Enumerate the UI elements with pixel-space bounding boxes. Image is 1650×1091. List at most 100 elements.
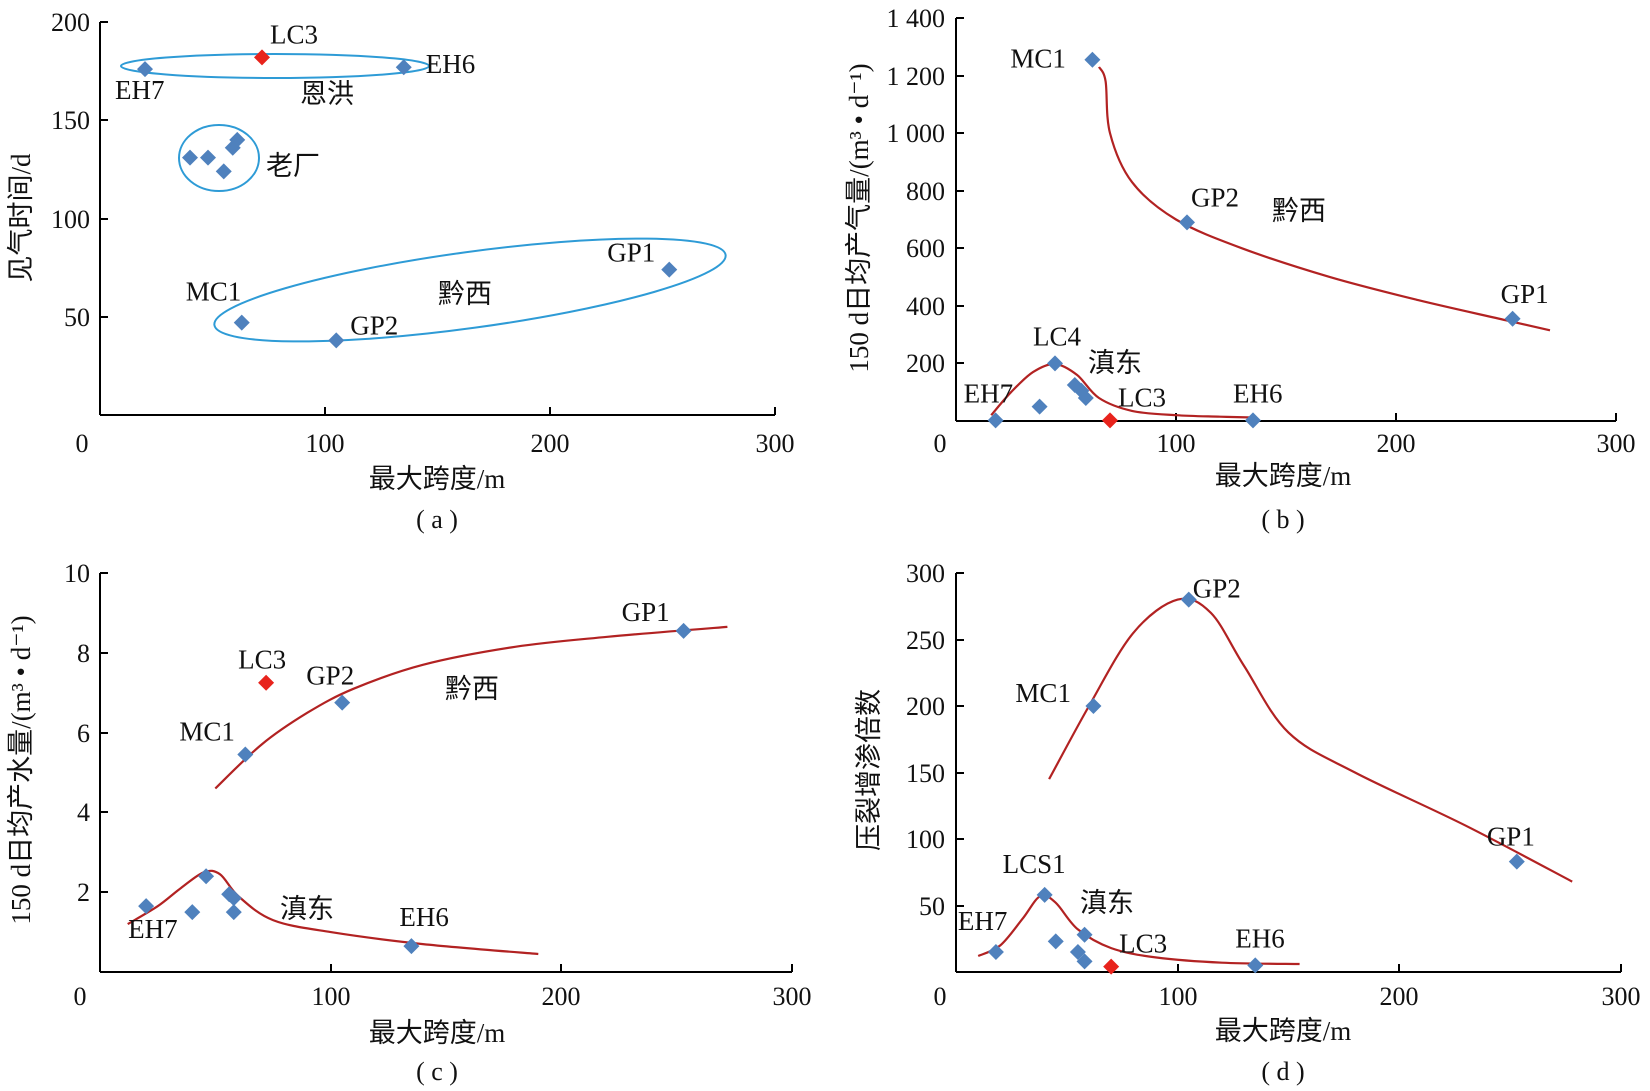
- y-axis-label: 150 d日均产水量/(m³ • d⁻¹): [6, 615, 36, 924]
- x-axis-label: 最大跨度/m: [369, 1018, 506, 1048]
- group-label: 老厂: [266, 151, 320, 181]
- y-tick-label: 100: [906, 825, 945, 854]
- group-label: 滇东: [1088, 348, 1142, 378]
- y-tick-label: 200: [51, 8, 90, 37]
- x-tick-label: 0: [76, 429, 89, 458]
- data-point-marker: [184, 904, 201, 921]
- chart-panel-c: 10 8 6 4 2 0 100 200 300 最大跨度/m 150 d日均产…: [6, 559, 812, 1086]
- y-tick-label: 200: [906, 349, 945, 378]
- data-point-marker: [237, 746, 254, 763]
- point-label: EH7: [958, 906, 1008, 936]
- fits-b: [990, 66, 1551, 419]
- x-tick-label: 100: [1157, 429, 1196, 458]
- data-point-marker: [675, 622, 692, 639]
- x-tick-label: 200: [1380, 982, 1419, 1011]
- y-tick-label: 1 000: [887, 119, 946, 148]
- data-point-marker: [1077, 389, 1094, 406]
- point-label: GP1: [1501, 279, 1549, 309]
- data-point-marker: [395, 59, 412, 76]
- x-tick-label: 100: [312, 982, 351, 1011]
- data-point-marker: [987, 944, 1004, 961]
- group-ellipse-laochang: [178, 124, 260, 192]
- point-label: LC3: [270, 19, 318, 49]
- group-label: 滇东: [1080, 888, 1134, 918]
- point-label: MC1: [1015, 678, 1071, 708]
- point-label: LC3: [1119, 929, 1167, 959]
- y-axis-label: 150 d日均产气量/(m³ • d⁻¹): [844, 63, 874, 372]
- point-label: GP2: [1193, 574, 1241, 604]
- y-tick-label: 600: [906, 234, 945, 263]
- axes-b: [955, 17, 1617, 422]
- y-tick-label: 150: [51, 106, 90, 135]
- x-tick-label: 0: [934, 982, 947, 1011]
- points-b: EH7 LC4 LC3 EH6 MC1 GP2 GP1: [964, 44, 1549, 429]
- data-point-marker: [215, 163, 232, 180]
- group-label: 黔西: [438, 279, 492, 309]
- x-tick-label: 100: [306, 429, 345, 458]
- trend-curve: [1048, 597, 1573, 883]
- point-label: EH6: [1235, 923, 1285, 953]
- group-ellipse-enhong: [120, 53, 430, 79]
- y-tick-label: 1 400: [887, 4, 946, 33]
- data-point-marker: [334, 694, 351, 711]
- point-label: LC3: [238, 645, 286, 675]
- axes-a: [99, 21, 776, 416]
- data-point-marker: [1179, 214, 1195, 231]
- x-axis-label: 最大跨度/m: [369, 464, 506, 494]
- data-point-marker: [229, 131, 246, 148]
- points-c: EH7 EH6 LC3 MC1 GP2 GP1: [128, 597, 692, 955]
- data-point-marker: [1036, 886, 1053, 903]
- group-label: 恩洪: [300, 79, 354, 109]
- point-label: LC3: [1118, 382, 1166, 412]
- x-tick-label: 200: [531, 429, 570, 458]
- y-tick-label: 800: [906, 177, 945, 206]
- y-tick-label: 150: [906, 759, 945, 788]
- data-point-marker: [198, 868, 215, 885]
- point-label: EH7: [128, 914, 178, 944]
- fits-d: [977, 597, 1573, 966]
- panel-caption: ( d ): [1261, 1057, 1304, 1086]
- point-label: MC1: [1010, 44, 1066, 74]
- chart-panel-b: 1 400 1 200 1 000 800 600 400 200 0 100 …: [844, 4, 1636, 534]
- y-tick-label: 1 200: [887, 62, 946, 91]
- x-tick-label: 200: [1377, 429, 1416, 458]
- point-label: EH6: [399, 902, 449, 932]
- data-point-marker: [403, 938, 420, 955]
- data-point-marker: [137, 61, 153, 78]
- panel-caption: ( b ): [1261, 505, 1304, 534]
- point-label: GP2: [1191, 182, 1239, 212]
- point-label: GP2: [306, 661, 354, 691]
- data-point-marker: [1084, 51, 1101, 68]
- point-label: EH7: [964, 378, 1014, 408]
- point-label: GP1: [1487, 822, 1535, 852]
- data-point-marker: [1180, 591, 1197, 608]
- data-point-marker: [1031, 398, 1048, 415]
- point-label: GP2: [350, 310, 398, 340]
- point-label: GP1: [607, 238, 655, 268]
- y-tick-label: 200: [906, 692, 945, 721]
- data-point-marker: [661, 261, 678, 278]
- trend-curve: [214, 625, 728, 790]
- group-label: 黔西: [445, 674, 499, 704]
- data-point-marker: [138, 898, 155, 915]
- y-axis-label: 压裂增渗倍数: [854, 689, 884, 851]
- data-point-marker: [1047, 355, 1063, 372]
- data-point-marker: [1504, 310, 1521, 327]
- x-tick-label: 300: [756, 429, 795, 458]
- group-label: 黔西: [1272, 196, 1326, 226]
- points-a: EH7 LC3 EH6 MC1 GP2 GP1: [115, 19, 678, 349]
- trend-curve: [990, 362, 1254, 419]
- x-tick-label: 0: [934, 429, 947, 458]
- y-tick-label: 300: [906, 559, 945, 588]
- y-tick-label: 8: [77, 639, 90, 668]
- data-point-marker: [225, 904, 242, 921]
- y-tick-label: 2: [77, 878, 90, 907]
- y-tick-label: 400: [906, 292, 945, 321]
- axes-d: [955, 572, 1622, 973]
- x-axis-label: 最大跨度/m: [1215, 1016, 1352, 1046]
- point-label: EH6: [426, 49, 476, 79]
- data-point-marker: [1508, 853, 1525, 870]
- data-point-marker: [233, 314, 250, 331]
- point-label: MC1: [179, 717, 235, 747]
- point-label: GP1: [622, 597, 670, 627]
